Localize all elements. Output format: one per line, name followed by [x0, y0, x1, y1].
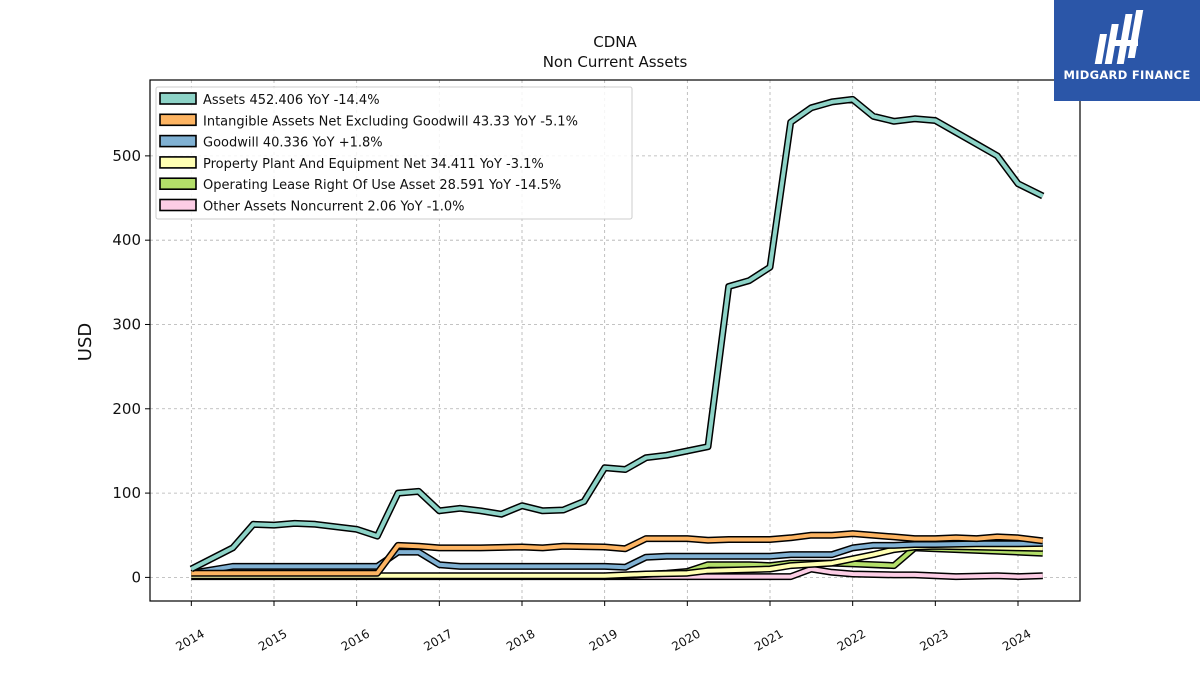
logo-mark-icon	[1094, 10, 1144, 64]
x-tick-label: 2021	[752, 626, 785, 653]
series-line	[191, 567, 1043, 579]
logo-text: MIDGARD FINANCE	[1063, 68, 1191, 82]
series-line	[190, 541, 1043, 576]
series-line	[191, 531, 1044, 576]
legend-swatch	[159, 198, 197, 212]
legend-label: Goodwill 40.336 YoY +1.8%	[203, 136, 383, 151]
series-intangible-assets-net-excluding-goodwill	[191, 530, 1044, 577]
x-tick-label: 2018	[504, 626, 537, 653]
y-tick-label: 300	[112, 315, 141, 333]
y-tick-label: 0	[131, 568, 141, 586]
y-tick-label: 100	[112, 484, 141, 502]
y-axis-label: USD	[75, 323, 96, 361]
legend-swatch	[159, 134, 197, 148]
chart-subtitle: Non Current Assets	[542, 53, 688, 71]
series-line	[190, 97, 1044, 571]
legend-box	[155, 86, 633, 220]
series-lines	[189, 95, 1045, 581]
series-other-assets-noncurrent	[191, 565, 1043, 581]
plot-frame	[149, 79, 1081, 602]
legend-label: Assets 452.406 YoY -14.4%	[203, 93, 380, 108]
x-tick-label: 2017	[421, 626, 454, 653]
x-tick-label: 2016	[339, 626, 372, 653]
x-tick-label: 2022	[835, 626, 868, 653]
midgard-finance-logo: MIDGARD FINANCE	[1054, 0, 1200, 101]
series-assets	[189, 95, 1045, 573]
x-tick-label: 2015	[256, 626, 289, 653]
legend-swatch	[159, 177, 197, 190]
legend-label: Other Assets Noncurrent 2.06 YoY -1.0%	[203, 200, 464, 215]
chart-title: CDNA	[593, 33, 637, 51]
x-tick-label: 2014	[173, 626, 206, 653]
legend-label: Property Plant And Equipment Net 34.411 …	[203, 157, 544, 172]
x-tick-label: 2020	[669, 626, 702, 653]
legend-label: Intangible Assets Net Excluding Goodwill…	[203, 114, 578, 129]
series-goodwill	[190, 539, 1043, 577]
legend-swatch	[159, 156, 197, 169]
y-tick-label: 500	[112, 147, 141, 165]
y-tick-label: 200	[112, 400, 141, 418]
legend-swatch	[159, 92, 197, 105]
y-tick-label: 400	[112, 231, 141, 249]
legend-swatch	[159, 113, 197, 127]
x-tick-label: 2019	[587, 626, 620, 653]
x-tick-label: 2024	[1000, 626, 1033, 653]
x-tick-label: 2023	[917, 626, 950, 653]
legend-label: Operating Lease Right Of Use Asset 28.59…	[203, 178, 561, 193]
legend: Assets 452.406 YoY -14.4% Intangible Asse…	[155, 86, 633, 220]
